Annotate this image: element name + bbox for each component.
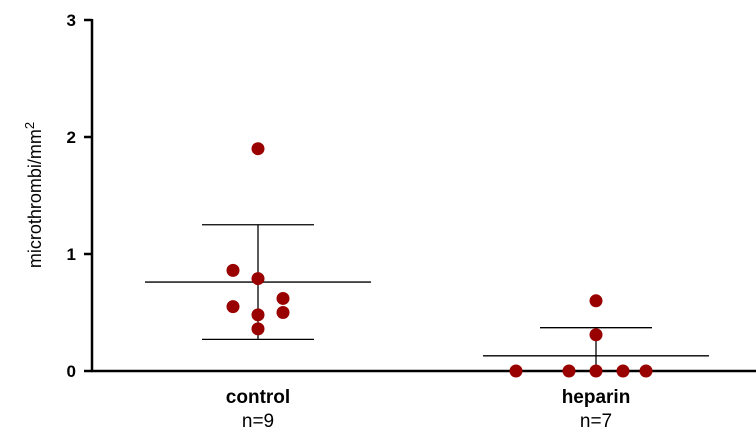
y-axis-label: microthrombi/mm2 bbox=[22, 122, 45, 268]
data-point bbox=[589, 364, 603, 378]
data-point bbox=[251, 308, 265, 322]
y-axis-label-superscript: 2 bbox=[22, 122, 37, 129]
data-points bbox=[226, 142, 653, 378]
data-point bbox=[639, 364, 653, 378]
data-point bbox=[226, 300, 240, 314]
data-point bbox=[226, 263, 240, 277]
y-ticks: 0 1 2 3 bbox=[67, 11, 92, 381]
data-point bbox=[276, 306, 290, 319]
y-axis-label-text: microthrombi/mm bbox=[25, 129, 45, 268]
data-point bbox=[509, 364, 523, 378]
data-point bbox=[251, 322, 265, 336]
data-point bbox=[589, 294, 603, 308]
y-tick-label: 3 bbox=[67, 11, 76, 30]
data-point bbox=[251, 142, 265, 156]
y-tick-label: 0 bbox=[67, 362, 76, 381]
data-point bbox=[589, 328, 603, 342]
category-label-control: control bbox=[226, 387, 290, 408]
category-label-heparin: heparin bbox=[562, 387, 631, 408]
y-tick-label: 2 bbox=[67, 128, 76, 147]
data-point bbox=[616, 364, 630, 378]
data-point bbox=[251, 272, 265, 286]
y-tick-label: 1 bbox=[67, 245, 76, 264]
data-point bbox=[562, 364, 576, 378]
category-labels: control n=9 heparin n=7 bbox=[226, 387, 631, 432]
sample-size-label: n=7 bbox=[580, 411, 612, 432]
error-bars bbox=[145, 224, 709, 371]
data-point bbox=[276, 291, 290, 305]
sample-size-label: n=9 bbox=[242, 411, 274, 432]
